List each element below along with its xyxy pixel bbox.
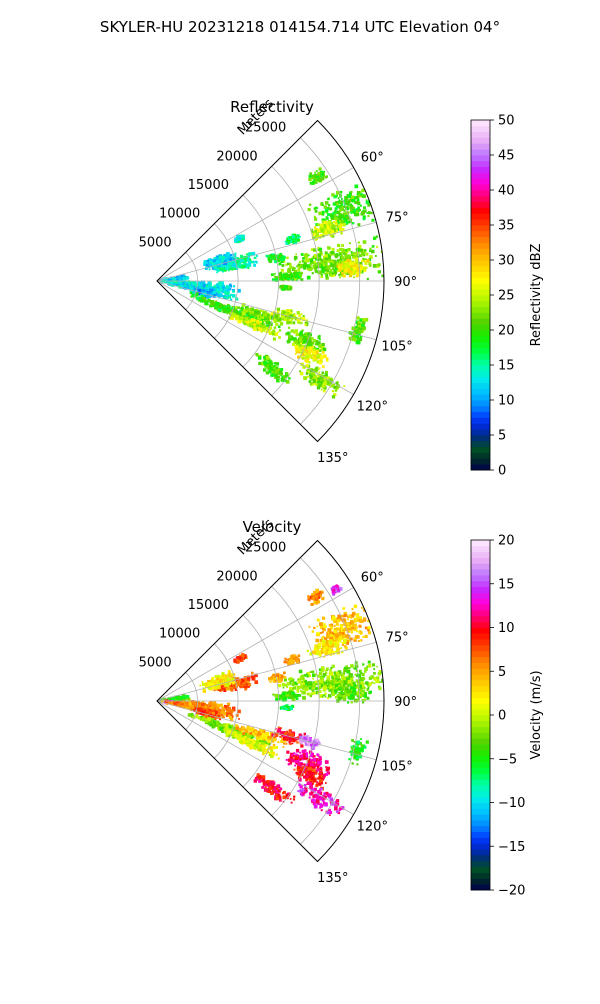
colorbar-tick-label: −10: [498, 796, 525, 811]
angle-tick-label: 75°: [386, 211, 409, 226]
angle-tick-label: 90°: [394, 695, 417, 710]
figure-title: SKYLER-HU 20231218 014154.714 UTC Elevat…: [100, 18, 500, 36]
colorbar: −20 −15 −10 −5 0 5 10 15 20 Velocity (m/s): [471, 534, 544, 899]
colorbar-tick-label: 20: [498, 534, 515, 549]
echo-region: [331, 584, 343, 595]
angle-tick-label: 105°: [381, 759, 412, 774]
colorbar-tick-label: 35: [498, 219, 515, 234]
colorbar-tick-label: −5: [498, 752, 517, 767]
echo-region: [280, 704, 295, 711]
colorbar-tick-label: 50: [498, 114, 515, 129]
echo-region: [255, 353, 290, 384]
panel-reflectivity: Reflectivity500010000150002000025000Mete…: [139, 96, 544, 479]
angle-tick-label: 90°: [394, 275, 417, 290]
angle-tick-label: 60°: [361, 571, 384, 586]
radial-tick-label: 5000: [139, 235, 172, 250]
colorbar: 0 5 10 15 20 25 30 35 40 45 50 Reflectivity dBZ: [471, 114, 544, 479]
colorbar-tick-label: 5: [498, 665, 506, 680]
colorbar-tick-label: 10: [498, 394, 515, 409]
echo-region: [271, 271, 303, 282]
colorbar-label: Reflectivity dBZ: [529, 244, 544, 347]
echo-region: [284, 654, 301, 666]
angle-tick-label: 120°: [357, 819, 388, 834]
angle-tick-label: 135°: [317, 871, 348, 886]
colorbar-tick-label: 40: [498, 184, 515, 199]
radial-tick-label: 15000: [188, 598, 229, 613]
angle-tick-label: 105°: [381, 339, 412, 354]
angle-tick-label: 75°: [386, 631, 409, 646]
radial-tick-label: 15000: [188, 178, 229, 193]
angle-tick-label: 60°: [361, 151, 384, 166]
radial-tick-label: 10000: [159, 207, 200, 222]
colorbar-tick-label: 25: [498, 289, 515, 304]
panel-velocity: Velocity500010000150002000025000Meters60…: [139, 516, 544, 899]
radial-tick-label: 20000: [216, 149, 257, 164]
colorbar-label: Velocity (m/s): [529, 670, 544, 759]
echo-layer: [157, 584, 383, 816]
angle-tick-label: 120°: [357, 399, 388, 414]
colorbar-tick-label: 20: [498, 324, 515, 339]
radial-tick-label: 20000: [216, 569, 257, 584]
colorbar-tick-label: 15: [498, 577, 515, 592]
colorbar-tick-label: −15: [498, 840, 525, 855]
echo-region: [233, 653, 247, 664]
colorbar-tick-label: 30: [498, 254, 515, 269]
radial-tick-label: 5000: [139, 655, 172, 670]
angle-tick-label: 135°: [317, 451, 348, 466]
colorbar-tick-label: 45: [498, 149, 515, 164]
colorbar-tick-label: 0: [498, 464, 506, 479]
colorbar-tick-label: 15: [498, 359, 515, 374]
echo-region: [308, 167, 328, 185]
colorbar-tick-label: 0: [498, 709, 506, 724]
echo-region: [348, 738, 369, 765]
colorbar-tick-label: −20: [498, 884, 525, 899]
echo-region: [279, 285, 292, 291]
echo-region: [349, 316, 369, 344]
colorbar-tick-label: 5: [498, 429, 506, 444]
colorbar-tick-label: 10: [498, 621, 515, 636]
radial-tick-label: 10000: [159, 627, 200, 642]
echo-layer: [159, 167, 384, 398]
echo-region: [307, 589, 325, 606]
echo-region: [254, 773, 296, 803]
